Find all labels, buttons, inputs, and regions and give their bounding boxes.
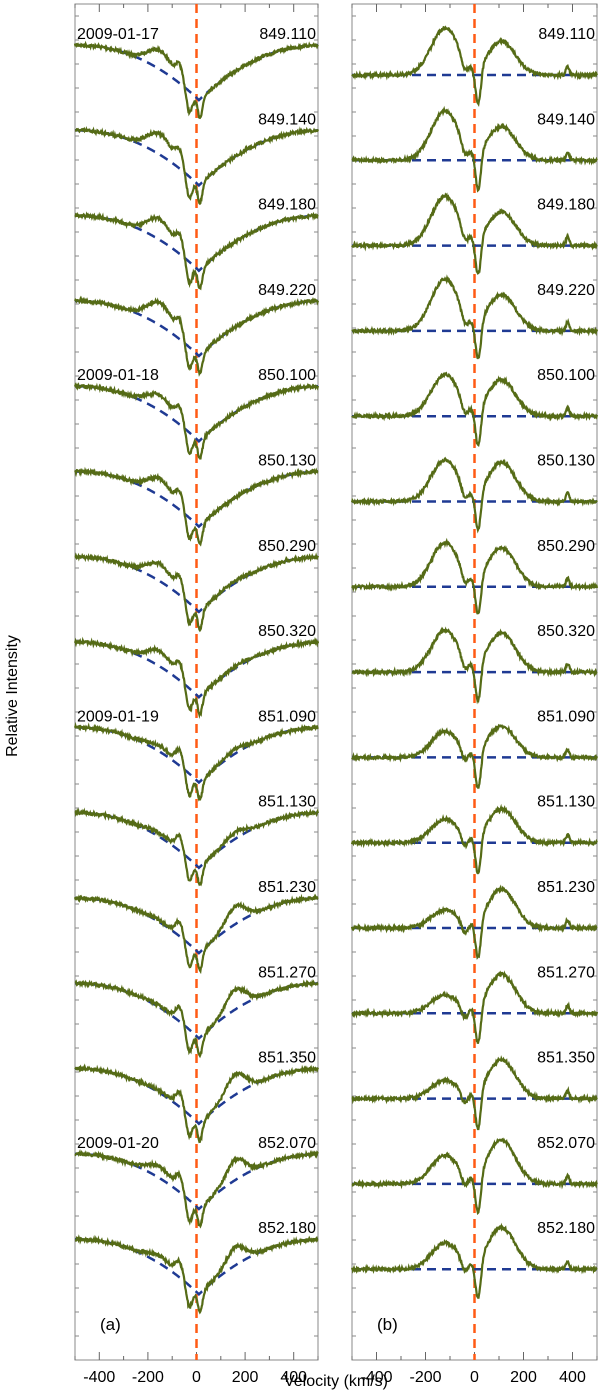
spectrum-line — [351, 192, 598, 275]
panel-label: (b) — [377, 1315, 398, 1334]
epoch-label: 851.090 — [258, 708, 316, 725]
epoch-label: 850.100 — [258, 367, 316, 384]
epoch-label: 852.180 — [258, 1220, 316, 1237]
spectrum-line — [74, 978, 319, 1059]
epoch-label: 849.110 — [259, 26, 316, 43]
spectrum-line — [74, 552, 320, 633]
spectrum-line — [351, 537, 599, 615]
spectrum-line — [351, 970, 599, 1044]
epoch-label: 850.100 — [537, 367, 595, 384]
date-label: 2009-01-18 — [77, 367, 159, 384]
x-tick-label: 0 — [192, 1369, 201, 1386]
spectrum-line — [351, 723, 599, 789]
epoch-label: 851.350 — [258, 1050, 316, 1067]
epoch-label: 850.130 — [258, 453, 316, 470]
epoch-label: 851.130 — [537, 794, 595, 811]
spectrum-line — [74, 807, 320, 887]
x-tick-label: 400 — [559, 1369, 586, 1386]
spectrum-line — [351, 371, 599, 447]
epoch-label: 851.230 — [258, 879, 316, 896]
spectrum-line — [351, 105, 598, 193]
x-axis-title: Velocity (km/s) — [284, 1373, 388, 1390]
epoch-label: 852.070 — [258, 1135, 316, 1152]
spectrum-line — [350, 803, 598, 875]
spectrum-line — [73, 382, 320, 460]
spectrum-line — [350, 884, 598, 960]
spectrum-line — [73, 721, 319, 802]
spectrum-line — [351, 1055, 598, 1131]
epoch-label: 851.270 — [258, 964, 316, 981]
epoch-label: 851.130 — [258, 794, 316, 811]
spectrum-line — [74, 126, 320, 206]
epoch-label: 850.290 — [537, 538, 595, 555]
epoch-label: 850.290 — [258, 538, 316, 555]
spectrum-line — [73, 40, 319, 120]
epoch-label: 849.180 — [537, 197, 595, 214]
spectrum-line — [73, 636, 320, 720]
spectrum-line — [350, 456, 598, 534]
spectrum-line — [73, 295, 320, 377]
x-tick-label: 400 — [280, 1369, 307, 1386]
spectrum-line — [351, 25, 599, 107]
x-tick-label: -200 — [132, 1369, 164, 1386]
epoch-label: 849.220 — [258, 282, 316, 299]
epoch-label: 849.220 — [537, 282, 595, 299]
epoch-label: 851.350 — [537, 1050, 595, 1067]
epoch-label: 851.230 — [537, 879, 595, 896]
spectrum-line — [74, 1234, 319, 1315]
x-tick-label: -400 — [360, 1369, 392, 1386]
x-tick-label: 200 — [232, 1369, 259, 1386]
spectrum-line — [74, 1063, 320, 1144]
spectrum-line — [74, 1149, 319, 1229]
date-label: 2009-01-20 — [77, 1135, 159, 1152]
x-tick-label: -400 — [83, 1369, 115, 1386]
epoch-label: 851.090 — [537, 708, 595, 725]
spectrum-line — [351, 274, 599, 360]
epoch-label: 849.110 — [538, 26, 595, 43]
date-label: 2009-01-17 — [77, 26, 159, 43]
y-axis-title: Relative Intensity — [4, 635, 21, 757]
x-tick-label: 0 — [470, 1369, 479, 1386]
x-tick-label: -200 — [409, 1369, 441, 1386]
x-tick-label: 200 — [510, 1369, 537, 1386]
spectrum-line — [350, 1222, 598, 1299]
spectrum-line — [351, 1137, 598, 1216]
epoch-label: 850.130 — [537, 453, 595, 470]
epoch-label: 851.270 — [537, 964, 595, 981]
epoch-label: 849.140 — [258, 111, 316, 128]
spectrum-line — [351, 626, 598, 705]
epoch-label: 849.140 — [537, 111, 595, 128]
spectrum-line — [73, 893, 319, 975]
epoch-label: 852.070 — [537, 1135, 595, 1152]
epoch-label: 849.180 — [258, 197, 316, 214]
epoch-label: 850.320 — [537, 623, 595, 640]
panel-label: (a) — [100, 1315, 121, 1334]
spectrum-line — [74, 211, 319, 291]
spectrum-line — [74, 466, 319, 547]
epoch-label: 850.320 — [258, 623, 316, 640]
date-label: 2009-01-19 — [77, 708, 159, 725]
epoch-label: 852.180 — [537, 1220, 595, 1237]
